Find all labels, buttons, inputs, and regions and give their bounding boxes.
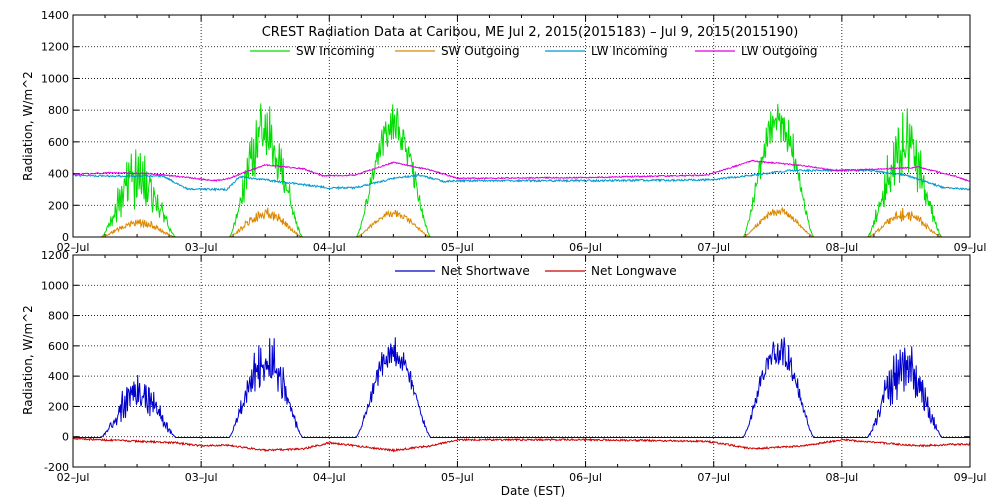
series-line-lw-incoming <box>72 168 971 192</box>
bottom-panel-frame <box>72 254 971 468</box>
legend-item-sw-outgoing: SW Outgoing <box>395 44 520 58</box>
y-tick-label: 600 <box>48 340 69 353</box>
x-tick-label: 07–Jul <box>697 241 730 254</box>
legend-label-sw-outgoing: SW Outgoing <box>441 44 520 58</box>
y-tick-label: 600 <box>48 136 69 149</box>
legend-label-net-shortwave: Net Shortwave <box>441 264 530 278</box>
legend-item-sw-incoming: SW Incoming <box>250 44 375 58</box>
bottom-y-axis-label: Radiation, W/m^2 <box>21 305 35 415</box>
x-tick-label: 06–Jul <box>569 471 602 484</box>
top-panel-y-ticks: 0 200 400 600 800 1000 1200 1400 <box>41 9 970 244</box>
series-line-net-shortwave <box>73 337 970 438</box>
y-tick-label: 200 <box>48 400 69 413</box>
y-tick-label: 0 <box>62 231 69 244</box>
top-panel-grid <box>73 15 970 237</box>
top-panel-legend: SW Incoming SW Outgoing LW Incoming LW O… <box>250 44 818 58</box>
y-tick-label: 200 <box>48 199 69 212</box>
x-tick-label: 05–Jul <box>441 471 474 484</box>
legend-item-lw-outgoing: LW Outgoing <box>695 44 818 58</box>
bottom-panel-series <box>72 337 971 453</box>
series-line-net-longwave <box>72 436 971 453</box>
legend-item-net-shortwave: Net Shortwave <box>395 264 530 278</box>
bottom-panel-y-ticks: -200 0 200 400 600 800 1000 1200 <box>41 249 970 474</box>
y-tick-label: 800 <box>48 104 69 117</box>
bottom-panel-grid <box>73 255 970 467</box>
y-tick-label: 0 <box>62 431 69 444</box>
x-tick-label: 02–Jul <box>57 471 90 484</box>
legend-item-lw-incoming: LW Incoming <box>545 44 668 58</box>
bottom-panel-legend: Net Shortwave Net Longwave <box>395 264 677 278</box>
chart-title: CREST Radiation Data at Caribou, ME Jul … <box>262 25 799 40</box>
x-tick-label: 06–Jul <box>569 241 602 254</box>
top-panel-frame <box>72 14 971 238</box>
legend-item-net-longwave: Net Longwave <box>545 264 677 278</box>
top-y-axis-label: Radiation, W/m^2 <box>21 71 35 181</box>
y-tick-label: 800 <box>48 310 69 323</box>
series-line-lw-outgoing <box>72 159 971 182</box>
x-tick-label: 09–Jul <box>954 471 987 484</box>
legend-label-lw-outgoing: LW Outgoing <box>741 44 818 58</box>
y-tick-label: 400 <box>48 370 69 383</box>
bottom-panel: -200 0 200 400 600 800 1000 1200 02–Jul 03–Jul 04… <box>21 249 986 498</box>
y-tick-label: 1200 <box>41 249 69 262</box>
x-tick-label: 08–Jul <box>825 471 858 484</box>
bottom-panel-x-ticks: 02–Jul 03–Jul 04–Jul 05–Jul 06–Jul 07–Jul 08–J… <box>57 255 987 484</box>
y-tick-label: 400 <box>48 168 69 181</box>
legend-label-net-longwave: Net Longwave <box>591 264 677 278</box>
x-tick-label: 03–Jul <box>185 471 218 484</box>
y-tick-label: -200 <box>44 461 69 474</box>
x-tick-label: 04–Jul <box>313 471 346 484</box>
legend-label-lw-incoming: LW Incoming <box>591 44 668 58</box>
legend-label-sw-incoming: SW Incoming <box>296 44 375 58</box>
top-panel-x-ticks: 02–Jul 03–Jul 04–Jul 05–Jul 06–Jul 07–Jul 08–J… <box>57 15 987 254</box>
x-tick-label: 05–Jul <box>441 241 474 254</box>
top-panel: 0 200 400 600 800 1000 1200 1400 02–Jul 03–Jul 04… <box>21 9 986 254</box>
x-axis-label: Date (EST) <box>501 484 565 498</box>
y-tick-label: 1400 <box>41 9 69 22</box>
y-tick-label: 1000 <box>41 72 69 85</box>
y-tick-label: 1200 <box>41 41 69 54</box>
x-tick-label: 04–Jul <box>313 241 346 254</box>
x-tick-label: 08–Jul <box>825 241 858 254</box>
x-tick-label: 03–Jul <box>185 241 218 254</box>
x-tick-label: 09–Jul <box>954 241 987 254</box>
x-tick-label: 02–Jul <box>57 241 90 254</box>
x-tick-label: 07–Jul <box>697 471 730 484</box>
y-tick-label: 1000 <box>41 279 69 292</box>
